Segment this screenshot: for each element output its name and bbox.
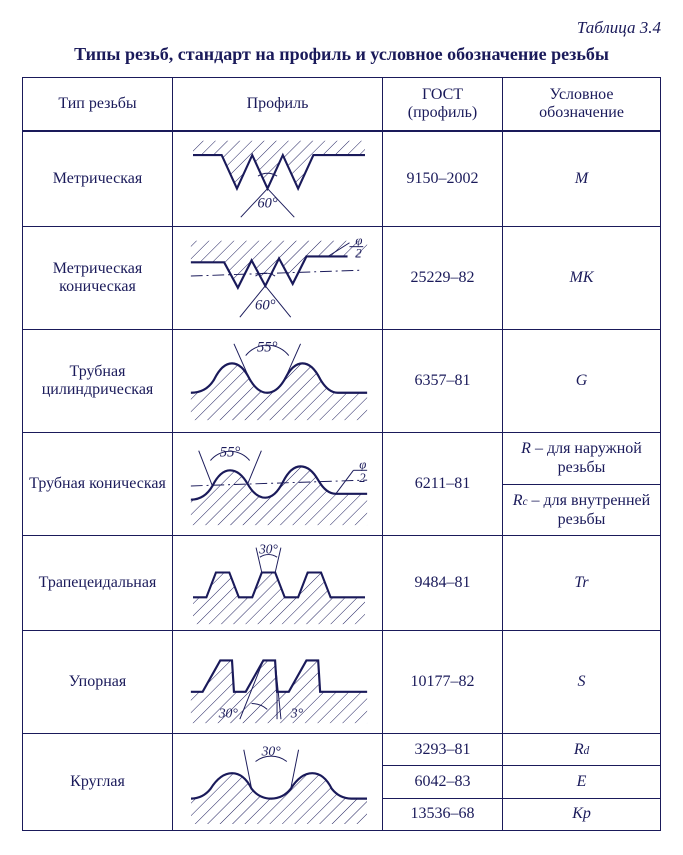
table-row: Метрическая коническая [23, 227, 661, 330]
table-row: Метрическая [23, 131, 661, 227]
table-title: Типы резьб, стандарт на профиль и условн… [22, 44, 661, 65]
type-cell: Трубная коническая [23, 433, 173, 536]
designation-cell: Rc – для внут­ренней резьбы [503, 484, 661, 536]
type-cell: Трапецеидальная [23, 536, 173, 631]
designation: R – для наружной резьбы [521, 440, 642, 476]
profile-metric-conical-icon: φ 2 60° [179, 231, 379, 325]
type-cell: Круглая [23, 734, 173, 831]
angle-label: 55° [220, 445, 241, 461]
gost-cell: 6211–81 [383, 433, 503, 536]
angle-label: 30° [261, 744, 282, 759]
table-row: Трубная цилиндрическая [23, 330, 661, 433]
angle1-label: 30° [218, 705, 239, 720]
profile-buttress-icon: 30° 3° [179, 635, 379, 729]
designation: M [575, 170, 588, 187]
designation-cell: S [503, 631, 661, 734]
angle-label: 30° [258, 541, 278, 556]
profile-round-icon: 30° [179, 738, 379, 826]
type-cell: Трубная цилиндрическая [23, 330, 173, 433]
gost-cell: 6042–83 [383, 766, 503, 798]
profile-cell: 55° φ 2 [173, 433, 383, 536]
designation: Tr [574, 574, 588, 591]
page: Таблица 3.4 Типы резьб, стандарт на проф… [0, 0, 683, 855]
profile-cell: 60° [173, 131, 383, 227]
designation: G [576, 372, 588, 389]
phi2-label: 2 [355, 246, 362, 260]
table-row: Круглая 30° [23, 734, 661, 766]
table-row: Трапецеидальная 30° [23, 536, 661, 631]
designation-cell: Tr [503, 536, 661, 631]
header-row: Тип резьбы Профиль ГОСТ (профиль) Условн… [23, 78, 661, 132]
profile-trapezoid-icon: 30° [179, 540, 379, 626]
gost-cell: 10177–82 [383, 631, 503, 734]
angle-label: 60° [255, 297, 276, 313]
profile-cell: 30° [173, 734, 383, 831]
profile-pipe-conical-icon: 55° φ 2 [179, 437, 379, 531]
table-caption: Таблица 3.4 [22, 18, 661, 38]
thread-table: Тип резьбы Профиль ГОСТ (профиль) Условн… [22, 77, 661, 831]
gost-cell: 3293–81 [383, 734, 503, 766]
designation: E [577, 773, 587, 790]
profile-cell: 30° [173, 536, 383, 631]
designation: Rd [574, 741, 589, 758]
profile-cell: 55° [173, 330, 383, 433]
profile-metric-icon: 60° [179, 136, 379, 222]
profile-cell: φ 2 60° [173, 227, 383, 330]
phi2-label: 2 [359, 471, 366, 485]
designation-cell: E [503, 766, 661, 798]
header-designation: Условное обозначение [503, 78, 661, 132]
header-profile: Профиль [173, 78, 383, 132]
designation-cell: Кр [503, 798, 661, 830]
gost-cell: 13536–68 [383, 798, 503, 830]
designation-cell: G [503, 330, 661, 433]
designation-cell: R – для наружной резьбы [503, 433, 661, 485]
angle-label: 60° [258, 196, 278, 212]
angle-label: 55° [257, 340, 278, 356]
phi-label: φ [359, 457, 366, 471]
designation-cell: M [503, 131, 661, 227]
designation-cell: МК [503, 227, 661, 330]
designation-cell: Rd [503, 734, 661, 766]
gost-cell: 6357–81 [383, 330, 503, 433]
profile-cell: 30° 3° [173, 631, 383, 734]
gost-cell: 9150–2002 [383, 131, 503, 227]
designation: S [578, 673, 586, 690]
designation: Rc – для внут­ренней резьбы [513, 492, 650, 528]
designation: Кр [572, 805, 591, 822]
angle2-label: 3° [290, 705, 304, 720]
header-type: Тип резьбы [23, 78, 173, 132]
gost-cell: 9484–81 [383, 536, 503, 631]
type-cell: Упорная [23, 631, 173, 734]
table-row: Трубная коническая [23, 433, 661, 485]
header-gost: ГОСТ (профиль) [383, 78, 503, 132]
type-cell: Метрическая [23, 131, 173, 227]
gost-cell: 25229–82 [383, 227, 503, 330]
profile-pipe-cyl-icon: 55° [179, 334, 379, 428]
designation: МК [570, 269, 594, 286]
table-row: Упорная 30° [23, 631, 661, 734]
type-cell: Метрическая коническая [23, 227, 173, 330]
